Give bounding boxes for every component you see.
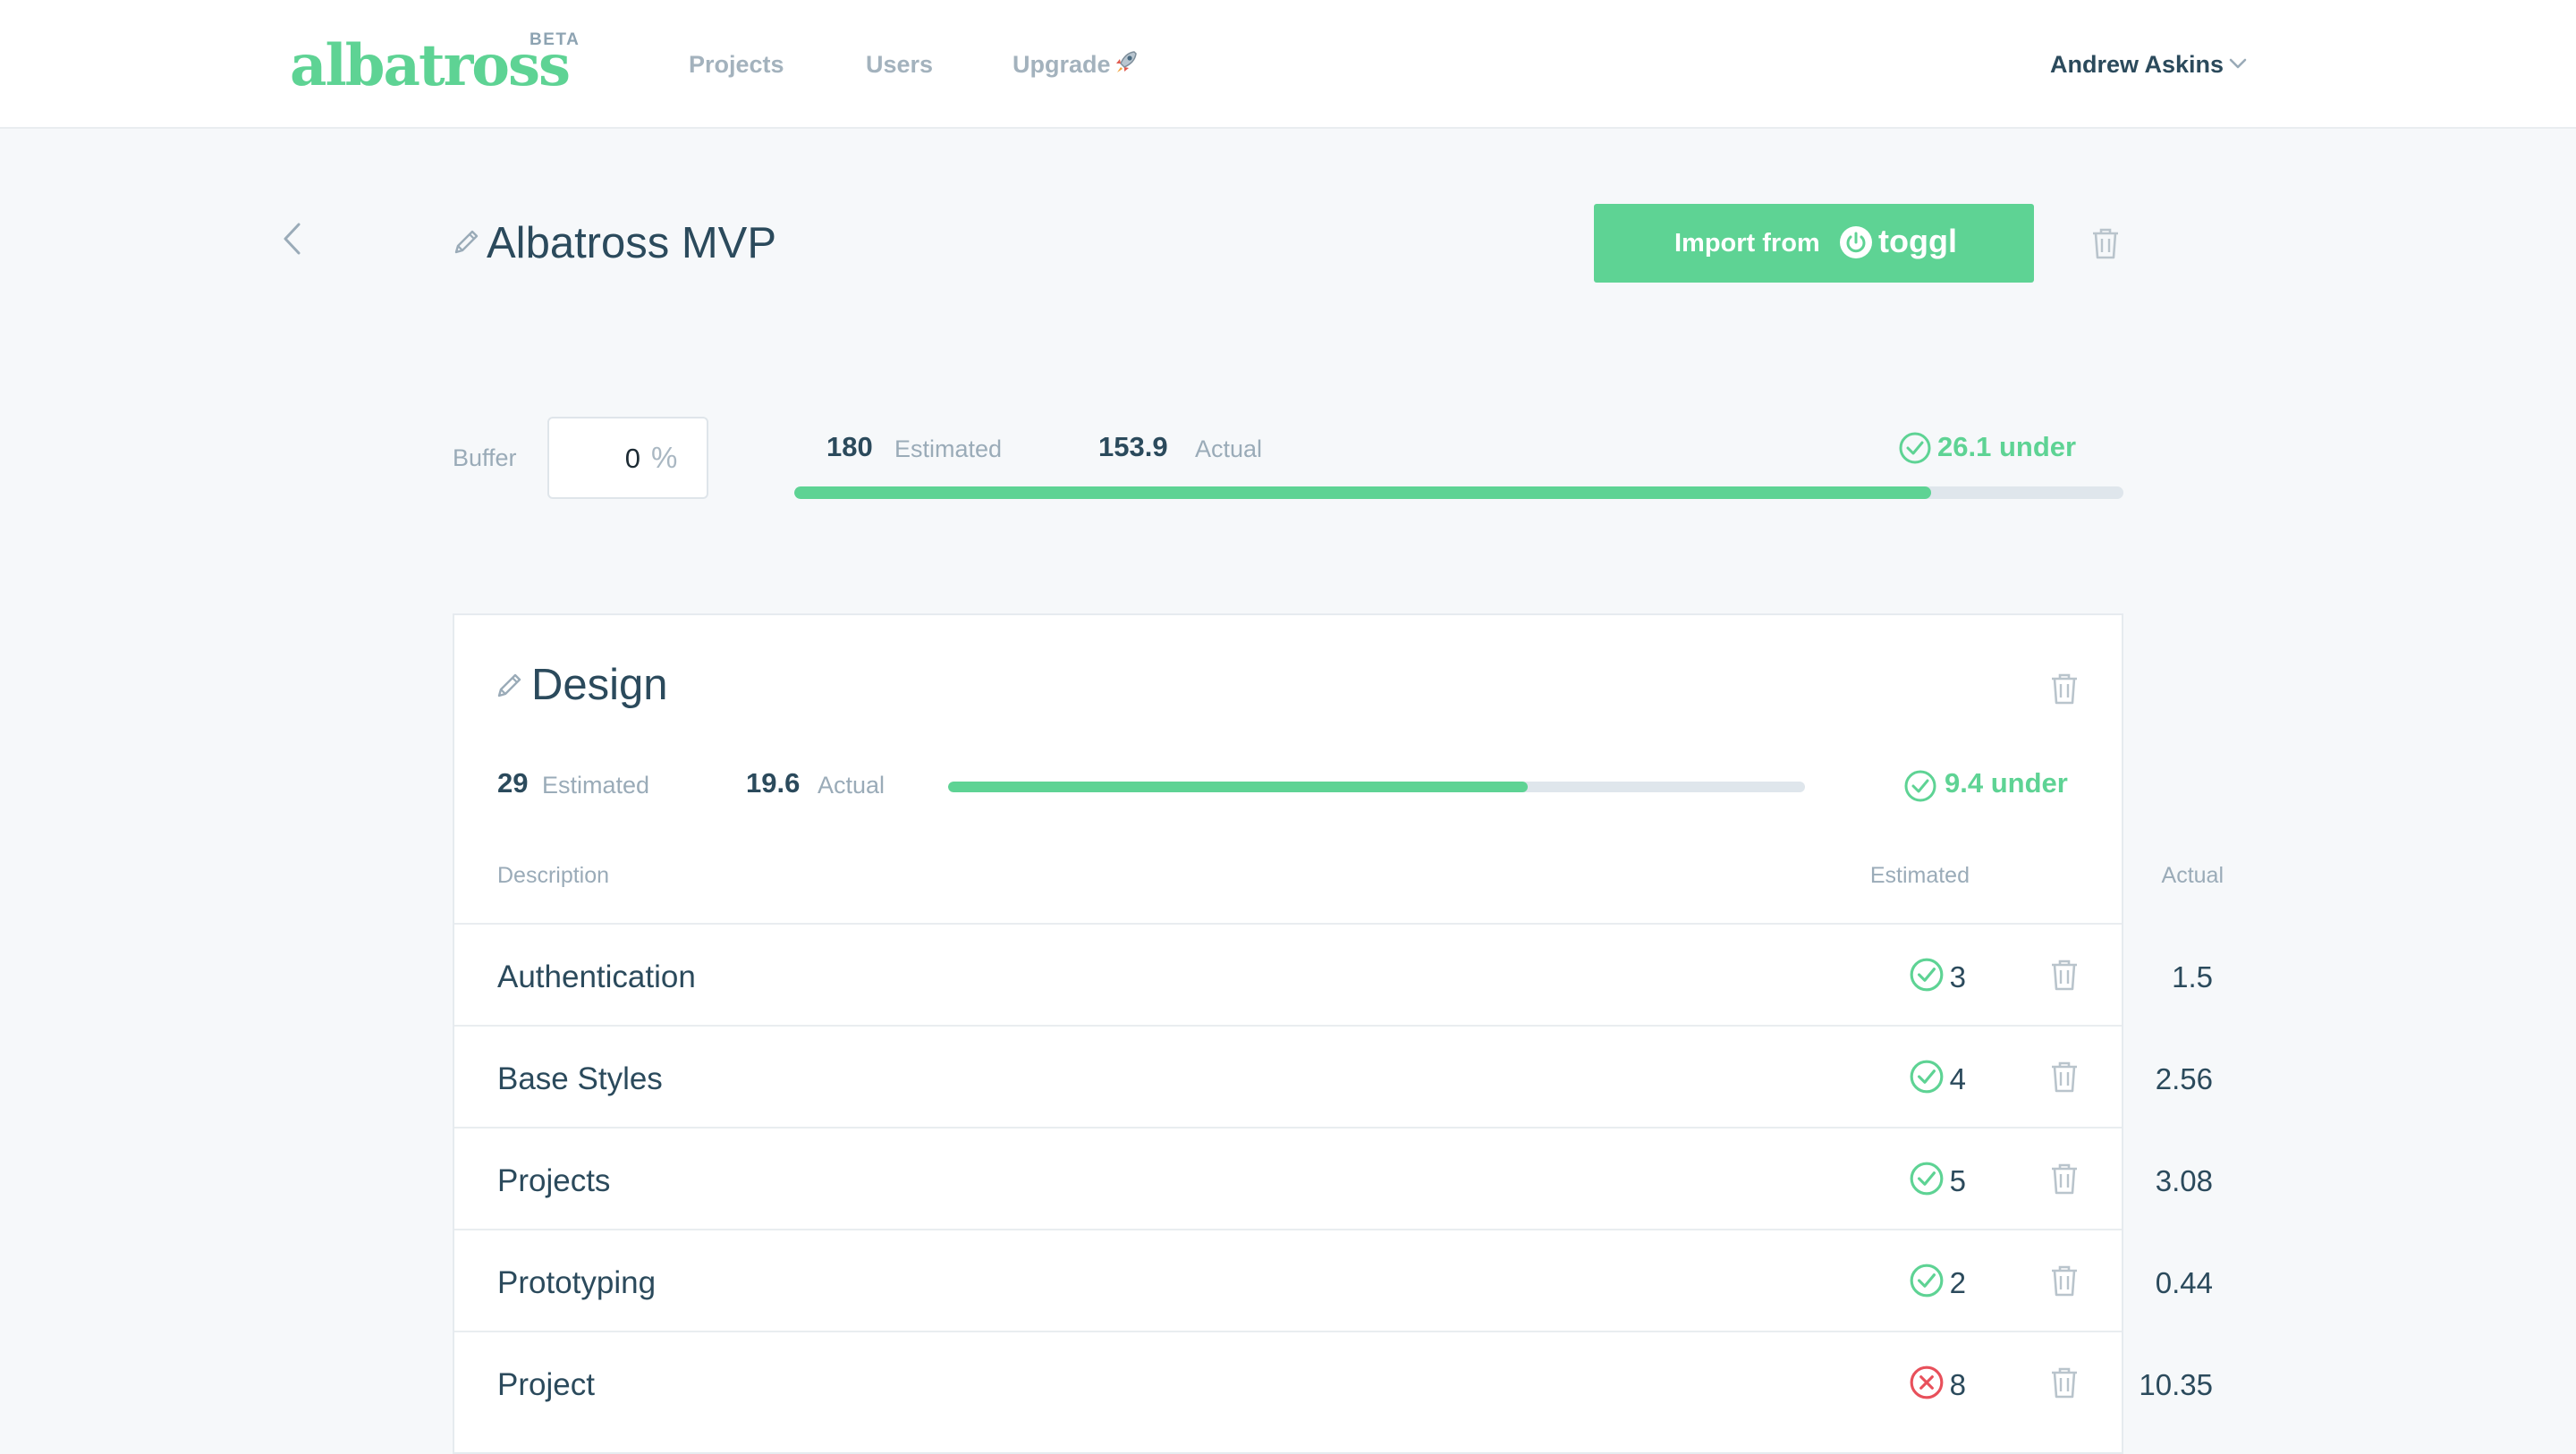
- delete-section-trash-icon[interactable]: [2048, 671, 2080, 706]
- row-actual[interactable]: 10.35: [2139, 1368, 2213, 1401]
- edit-pencil-icon[interactable]: [494, 671, 524, 701]
- row-estimated[interactable]: 3: [1949, 960, 1966, 993]
- section-estimated-label: Estimated: [542, 772, 650, 799]
- albatross-logo[interactable]: albatross: [290, 32, 571, 99]
- delete-row-trash-icon[interactable]: [2048, 1365, 2080, 1405]
- row-actual[interactable]: 2.56: [2155, 1062, 2213, 1095]
- row-actual[interactable]: 3.08: [2155, 1164, 2213, 1197]
- check-circle-icon: [1899, 432, 1931, 464]
- total-progress-fill: [794, 486, 1931, 499]
- back-chevron-icon[interactable]: [281, 222, 304, 256]
- section-progress-fill: [948, 782, 1528, 792]
- check-circle-icon: [1909, 957, 1945, 997]
- row-description[interactable]: Project: [497, 1367, 595, 1402]
- row-description[interactable]: Prototyping: [497, 1265, 657, 1300]
- toggl-brand-label: toggl: [1878, 223, 1957, 259]
- section-progress-bar: [948, 782, 1805, 792]
- nav-projects-link[interactable]: Projects: [689, 51, 784, 78]
- section-actual-label: Actual: [818, 772, 886, 799]
- column-header-estimated: Estimated: [1869, 863, 1970, 888]
- nav-users-link[interactable]: Users: [866, 51, 934, 78]
- buffer-value[interactable]: 0: [624, 443, 640, 474]
- edit-pencil-icon[interactable]: [451, 227, 481, 258]
- delete-row-trash-icon[interactable]: [2048, 1059, 2080, 1099]
- check-circle-icon: [1904, 770, 1936, 802]
- section-status-text: 9.4 under: [1945, 767, 2068, 799]
- total-progress-bar: [794, 486, 2123, 499]
- rocket-icon: [1116, 51, 1137, 72]
- row-estimated[interactable]: 2: [1949, 1266, 1966, 1299]
- x-circle-icon: [1909, 1365, 1945, 1405]
- section-actual-value: 19.6: [746, 767, 801, 799]
- delete-row-trash-icon[interactable]: [2048, 957, 2080, 997]
- table-row[interactable]: Projects 5 3.08: [454, 1127, 2213, 1229]
- top-navbar: albatross BETA Projects Users Upgrade An…: [0, 0, 2576, 129]
- buffer-percent-unit: %: [651, 441, 678, 474]
- design-section-card: Design 29 Estimated 19.6 Actual 9.4 unde…: [453, 613, 2224, 1454]
- row-estimated[interactable]: 5: [1949, 1164, 1966, 1197]
- table-row[interactable]: Project 8 10.35: [454, 1331, 2213, 1433]
- column-header-actual: Actual: [2161, 863, 2224, 888]
- row-actual[interactable]: 1.5: [2172, 960, 2213, 993]
- total-actual-label: Actual: [1195, 435, 1263, 462]
- table-row[interactable]: Prototyping 2 0.44: [454, 1229, 2213, 1331]
- row-estimated[interactable]: 4: [1949, 1062, 1966, 1095]
- nav-upgrade-link[interactable]: Upgrade: [1013, 51, 1111, 78]
- delete-row-trash-icon[interactable]: [2048, 1161, 2080, 1201]
- beta-badge: BETA: [530, 30, 580, 49]
- user-menu-name[interactable]: Andrew Askins: [2050, 51, 2224, 78]
- row-description[interactable]: Projects: [497, 1163, 611, 1198]
- table-row[interactable]: Base Styles 4 2.56: [454, 1025, 2213, 1127]
- check-circle-icon: [1909, 1161, 1945, 1201]
- row-actual[interactable]: 0.44: [2155, 1266, 2213, 1299]
- check-circle-icon: [1909, 1263, 1945, 1303]
- total-actual-value: 153.9: [1098, 431, 1168, 462]
- total-status-text: 26.1 under: [1937, 431, 2077, 462]
- row-estimated[interactable]: 8: [1949, 1368, 1966, 1401]
- table-row[interactable]: Authentication 3 1.5: [454, 923, 2213, 1025]
- row-description[interactable]: Base Styles: [497, 1061, 663, 1096]
- buffer-label: Buffer: [453, 444, 517, 471]
- import-from-toggl-button[interactable]: Import from toggl: [1594, 204, 2034, 283]
- total-estimated-label: Estimated: [894, 435, 1003, 462]
- row-description[interactable]: Authentication: [497, 959, 696, 994]
- buffer-input[interactable]: 0 %: [547, 417, 708, 499]
- toggl-power-icon: [1840, 226, 1872, 258]
- project-title[interactable]: Albatross MVP: [487, 219, 777, 267]
- check-circle-icon: [1909, 1059, 1945, 1099]
- delete-row-trash-icon[interactable]: [2048, 1263, 2080, 1303]
- total-estimated-value: 180: [826, 431, 873, 462]
- import-button-label: Import from: [1674, 229, 1820, 258]
- section-estimated-value: 29: [497, 767, 529, 799]
- section-title[interactable]: Design: [531, 661, 668, 709]
- chevron-down-icon[interactable]: [2229, 57, 2247, 70]
- delete-project-trash-icon[interactable]: [2089, 225, 2122, 261]
- column-header-description: Description: [497, 863, 610, 888]
